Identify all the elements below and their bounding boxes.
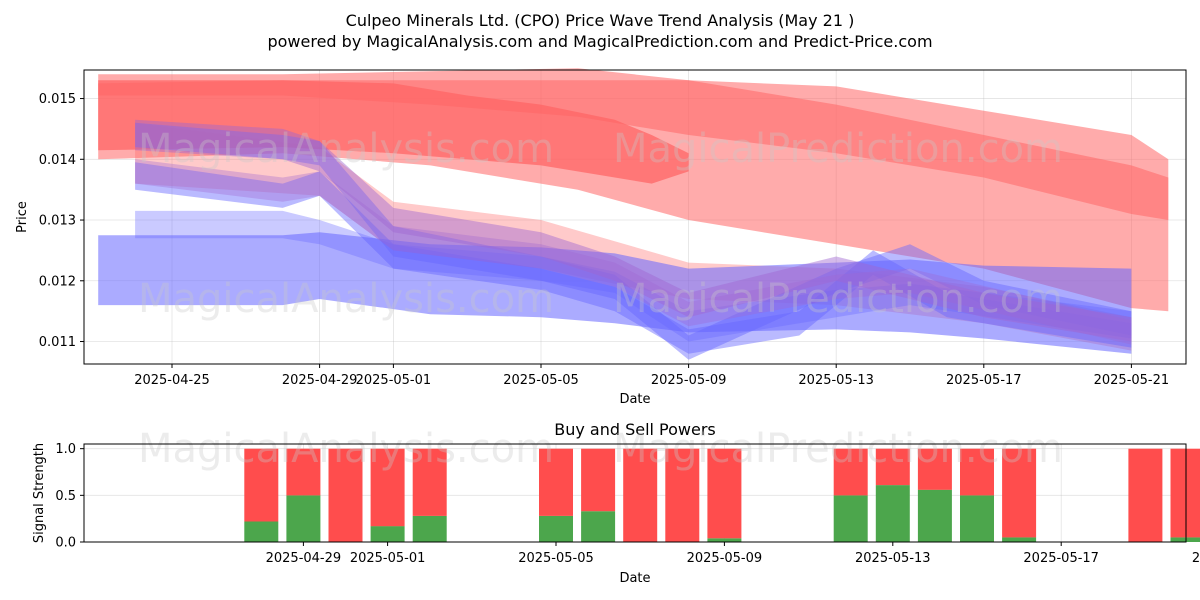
watermark-prediction-bottom: MagicalPrediction.com — [613, 426, 1063, 472]
price-bands — [98, 68, 1169, 360]
price-x-tick-label: 2025-05-09 — [651, 373, 727, 388]
price-y-tick-label: 0.013 — [39, 214, 76, 229]
power-x-tick-label: 2025-05-17 — [1023, 551, 1099, 566]
power-y-tick-label: 0.0 — [55, 536, 76, 551]
buy-bar — [539, 515, 573, 542]
sell-bar — [623, 448, 658, 542]
price-x-tick-label: 2025-05-13 — [798, 373, 874, 388]
price-y-tick-label: 0.015 — [39, 92, 76, 107]
buy-bar — [581, 511, 616, 542]
red-wave-3-band — [98, 80, 689, 184]
power-y-tick-label: 1.0 — [55, 442, 76, 457]
sell-bar — [539, 448, 573, 516]
price-x-tick-label: 2025-05-17 — [946, 373, 1022, 388]
buy-bar — [1002, 537, 1037, 542]
buy-bar — [286, 495, 321, 542]
power-bars — [244, 448, 1200, 542]
price-x-tick-label: 2025-05-21 — [1094, 373, 1170, 388]
blue-wave-3-band — [135, 162, 1132, 354]
power-y-tick-label: 0.5 — [55, 489, 76, 504]
price-panel: MagicalAnalysis.com MagicalPrediction.co… — [15, 68, 1187, 407]
price-plot-frame — [83, 69, 1187, 365]
power-x-ticks: 2025-04-29 2025-05-01 2025-05-05 2025-05-09… — [266, 542, 1200, 566]
power-x-axis-label: Date — [619, 571, 650, 586]
watermark-analysis-mid: MagicalAnalysis.com — [138, 276, 554, 322]
power-plot-frame — [83, 443, 1187, 543]
sell-bar — [833, 448, 868, 496]
purple-wave-2-band — [135, 159, 1132, 345]
sell-bar — [1170, 448, 1200, 538]
sell-bar — [286, 448, 321, 496]
watermark-analysis-bottom: MagicalAnalysis.com — [138, 426, 554, 472]
buy-bar — [370, 526, 405, 542]
sell-bar — [412, 448, 447, 516]
sell-bar — [370, 448, 405, 527]
sell-bar — [960, 448, 994, 496]
power-x-tick-label: 2025-04-29 — [266, 551, 342, 566]
buy-bar — [917, 489, 952, 542]
blue-wave-4-band — [135, 122, 1132, 360]
watermark-prediction-top: MagicalPrediction.com — [613, 126, 1063, 172]
power-x-tick-label: 2025-05-13 — [855, 551, 931, 566]
red-wave-1-band — [98, 80, 1169, 220]
power-y-ticks: 0.0 0.5 1.0 — [55, 442, 84, 551]
sell-bar — [244, 448, 279, 522]
buy-bar — [707, 538, 742, 542]
price-y-tick-label: 0.012 — [39, 274, 76, 289]
price-y-tick-label: 0.011 — [39, 335, 76, 350]
price-x-tick-label: 2025-05-05 — [503, 373, 579, 388]
buy-bar — [244, 521, 279, 542]
sell-bar — [328, 448, 363, 542]
price-x-tick-label: 2025-04-29 — [282, 373, 358, 388]
power-panel: Buy and Sell Powers MagicalAnalysis.com … — [32, 420, 1200, 586]
price-x-tick-label: 2025-05-01 — [356, 373, 432, 388]
buy-bar — [1170, 537, 1200, 542]
power-panel-title: Buy and Sell Powers — [554, 420, 716, 439]
chart-title-line2: powered by MagicalAnalysis.com and Magic… — [267, 32, 932, 51]
buy-bar — [875, 485, 910, 542]
blue-wave-1-band — [98, 232, 1132, 354]
buy-bar — [960, 495, 994, 542]
price-y-axis-label: Price — [15, 201, 30, 233]
watermark-analysis-top: MagicalAnalysis.com — [138, 126, 554, 172]
chart-title-line1: Culpeo Minerals Ltd. (CPO) Price Wave Tr… — [346, 11, 855, 30]
sell-bar — [707, 448, 742, 539]
power-x-tick-label: 2025-05-09 — [687, 551, 763, 566]
sell-bar — [1128, 448, 1163, 542]
buy-bar — [833, 495, 868, 542]
sell-bar — [917, 448, 952, 490]
power-x-tick-label: 2025-05-05 — [518, 551, 594, 566]
sell-bar — [875, 448, 910, 486]
power-y-axis-label: Signal Strength — [32, 443, 47, 543]
price-y-ticks: 0.011 0.012 0.013 0.014 0.015 — [39, 92, 84, 350]
buy-bar — [412, 515, 447, 542]
power-x-tick-label: 2025-05-21 — [1192, 551, 1200, 566]
price-x-tick-label: 2025-04-25 — [134, 373, 210, 388]
sell-bar — [1002, 448, 1037, 538]
power-x-tick-label: 2025-05-01 — [350, 551, 426, 566]
blue-wave-2-band — [135, 210, 1132, 342]
sell-bar — [665, 448, 700, 542]
price-x-axis-label: Date — [619, 392, 650, 407]
purple-wave-1-band — [135, 119, 1132, 342]
watermark-prediction-mid: MagicalPrediction.com — [613, 276, 1063, 322]
price-y-tick-label: 0.014 — [39, 153, 76, 168]
sell-bar — [581, 448, 616, 512]
